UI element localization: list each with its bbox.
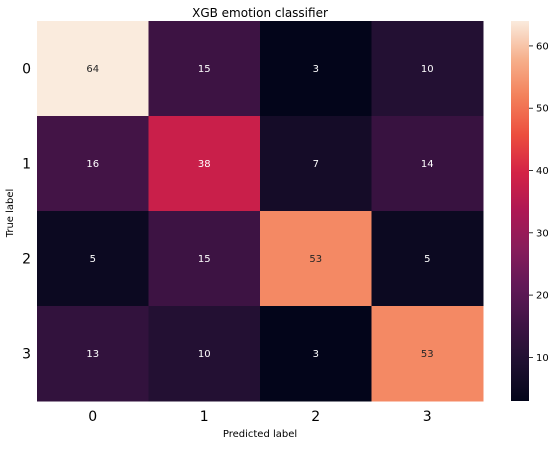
chart-title: XGB emotion classifier <box>192 6 328 20</box>
cell-value-label: 53 <box>309 254 322 265</box>
heatmap-cell-r0-c0 <box>37 21 149 117</box>
colorbar-tick-label: 60 <box>536 41 549 52</box>
y-tick-label: 2 <box>22 252 31 268</box>
cell-value-label: 5 <box>424 254 430 265</box>
cell-value-label: 13 <box>86 349 99 360</box>
y-tick-labels: 0 1 2 3 <box>22 62 31 363</box>
colorbar-tick-label: 50 <box>536 104 549 115</box>
colorbar-ticks: 10 20 30 40 50 60 <box>529 41 549 364</box>
cell-value-label: 3 <box>313 64 319 75</box>
cell-value-label: 10 <box>421 64 434 75</box>
cell-value-label: 64 <box>86 64 99 75</box>
colorbar-tick-label: 40 <box>536 166 549 177</box>
heatmap-cell-r2-c3 <box>371 211 484 307</box>
y-tick-label: 3 <box>22 347 31 363</box>
heatmap-cells <box>37 21 484 402</box>
colorbar-tick-label: 20 <box>536 291 549 302</box>
x-tick-labels: 0 1 2 3 <box>88 409 431 425</box>
heatmap-cell-r0-c2 <box>260 21 372 117</box>
y-tick-label: 1 <box>22 157 31 173</box>
heatmap-cell-r2-c0 <box>37 211 149 307</box>
heatmap-cell-r3-c2 <box>260 306 372 402</box>
cell-value-label: 15 <box>198 254 211 265</box>
y-tick-label: 0 <box>22 62 31 78</box>
cell-value-label: 38 <box>198 159 211 170</box>
x-tick-label: 1 <box>200 409 209 425</box>
x-axis-label: Predicted label <box>223 429 297 440</box>
cell-value-labels: 64 15 3 10 16 38 7 14 5 15 53 5 13 10 3 53 <box>86 64 433 360</box>
colorbar-tick-label: 10 <box>536 353 549 364</box>
cell-value-label: 14 <box>421 159 434 170</box>
cell-value-label: 3 <box>313 349 319 360</box>
heatmap-cell-r2-c2 <box>260 211 372 307</box>
heatmap-cell-r3-c0 <box>37 306 149 402</box>
cell-value-label: 16 <box>86 159 99 170</box>
x-tick-label: 2 <box>311 409 320 425</box>
heatmap-cell-r2-c1 <box>148 211 261 307</box>
colorbar-tick-label: 30 <box>536 228 549 239</box>
cell-value-label: 53 <box>421 349 434 360</box>
y-axis-label: True label <box>5 189 16 239</box>
x-tick-label: 3 <box>423 409 432 425</box>
heatmap-cell-r0-c3 <box>371 21 484 117</box>
heatmap-cell-r1-c0 <box>37 116 149 212</box>
colorbar <box>511 21 529 401</box>
heatmap-cell-r3-c3 <box>371 306 484 402</box>
heatmap-cell-r1-c3 <box>371 116 484 212</box>
heatmap-cell-r1-c1 <box>148 116 261 212</box>
cell-value-label: 10 <box>198 349 211 360</box>
x-tick-label: 0 <box>88 409 97 425</box>
cell-value-label: 15 <box>198 64 211 75</box>
cell-value-label: 7 <box>313 159 319 170</box>
cell-value-label: 5 <box>90 254 96 265</box>
heatmap-cell-r1-c2 <box>260 116 372 212</box>
heatmap-cell-r0-c1 <box>148 21 261 117</box>
heatmap-cell-r3-c1 <box>148 306 261 402</box>
